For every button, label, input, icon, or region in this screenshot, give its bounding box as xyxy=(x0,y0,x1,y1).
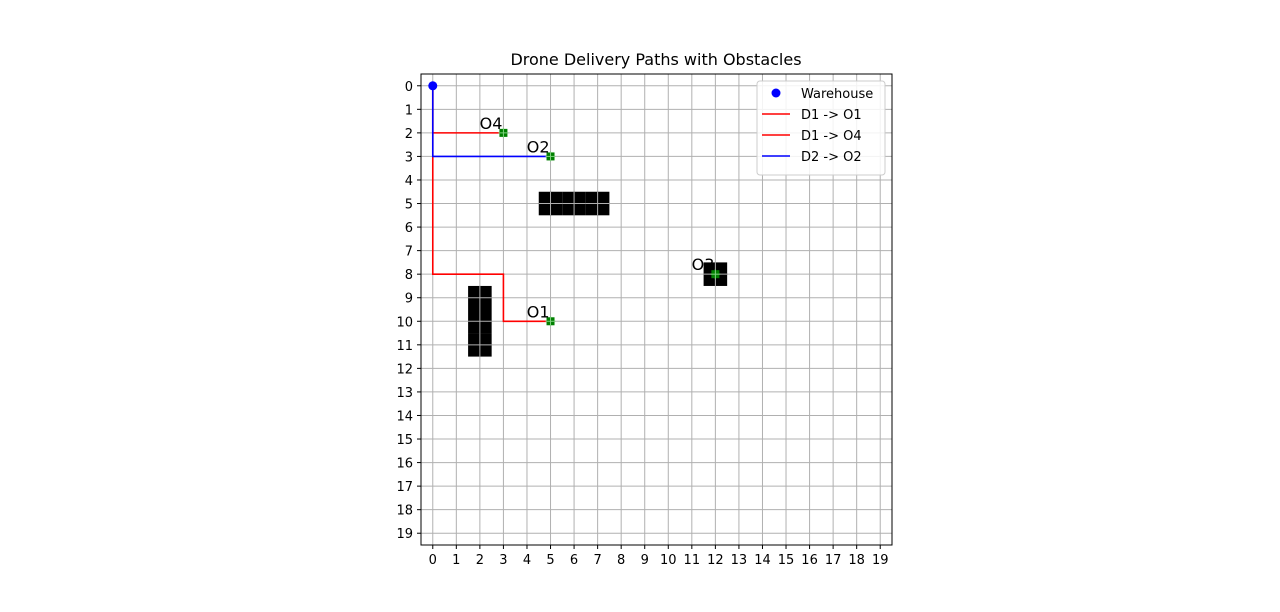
order-label: O3 xyxy=(692,255,715,274)
x-tick-label: 1 xyxy=(452,553,460,568)
y-tick-label: 7 xyxy=(405,245,413,260)
order-label: O2 xyxy=(527,137,550,156)
y-tick-label: 15 xyxy=(396,433,413,448)
x-tick-label: 19 xyxy=(872,553,889,568)
x-tick-label: 10 xyxy=(660,553,677,568)
y-tick-label: 12 xyxy=(396,362,413,377)
legend-label: D2 -> O2 xyxy=(801,150,862,165)
order-label: O4 xyxy=(480,114,503,133)
y-tick-label: 16 xyxy=(396,457,413,472)
y-tick-label: 9 xyxy=(405,292,413,307)
obstacles xyxy=(468,191,728,357)
x-tick-label: 2 xyxy=(476,553,484,568)
x-tick-label: 4 xyxy=(523,553,531,568)
y-tick-label: 1 xyxy=(405,103,413,118)
x-tick-label: 15 xyxy=(778,553,795,568)
x-tick-label: 0 xyxy=(429,553,437,568)
y-tick-label: 18 xyxy=(396,504,413,519)
x-tick-label: 6 xyxy=(570,553,578,568)
x-tick-label: 9 xyxy=(641,553,649,568)
x-tick-label: 8 xyxy=(617,553,625,568)
warehouse-marker xyxy=(428,81,438,91)
y-tick-label: 10 xyxy=(396,315,413,330)
legend-box xyxy=(756,80,886,176)
x-tick-label: 7 xyxy=(593,553,601,568)
order-label: O1 xyxy=(527,302,550,321)
y-tick-label: 5 xyxy=(405,198,413,213)
axes-frame xyxy=(420,73,893,546)
delivery-paths xyxy=(431,85,551,323)
y-tick-label: 4 xyxy=(405,174,413,189)
x-tick-label: 3 xyxy=(499,553,507,568)
y-tick-label: 19 xyxy=(396,527,413,542)
legend-label: D1 -> O1 xyxy=(801,108,862,123)
y-tick-label: 0 xyxy=(405,80,413,95)
y-tick-label: 17 xyxy=(396,480,413,495)
x-tick-label: 5 xyxy=(546,553,554,568)
x-tick-label: 14 xyxy=(754,553,771,568)
x-tick-label: 11 xyxy=(684,553,701,568)
x-tick-label: 12 xyxy=(707,553,724,568)
y-tick-label: 2 xyxy=(405,127,413,142)
chart-title: Drone Delivery Paths with Obstacles xyxy=(510,50,801,69)
x-tick-label: 18 xyxy=(848,553,865,568)
path-line xyxy=(431,85,551,158)
x-tick-label: 16 xyxy=(801,553,818,568)
legend-label: Warehouse xyxy=(801,87,873,102)
y-tick-label: 8 xyxy=(405,268,413,283)
legend-marker-warehouse xyxy=(771,88,781,98)
y-tick-label: 13 xyxy=(396,386,413,401)
legend-label: D1 -> O4 xyxy=(801,129,862,144)
x-tick-label: 13 xyxy=(731,553,748,568)
path-line xyxy=(431,85,551,323)
y-tick-label: 11 xyxy=(396,339,413,354)
legend: Warehouse D1 -> O1 D1 -> O4 D2 -> O2 xyxy=(756,80,886,176)
y-tick-label: 3 xyxy=(405,150,413,165)
y-tick-label: 6 xyxy=(405,221,413,236)
axis-ticks: 0 1 2 3 4 5 6 7 8 9 10 11 12 13 14 15 16 17 18 190123456789… xyxy=(396,80,888,568)
y-tick-label: 14 xyxy=(396,409,413,424)
x-tick-label: 17 xyxy=(825,553,842,568)
markers: O1 O2 O3 O4 xyxy=(428,81,721,327)
